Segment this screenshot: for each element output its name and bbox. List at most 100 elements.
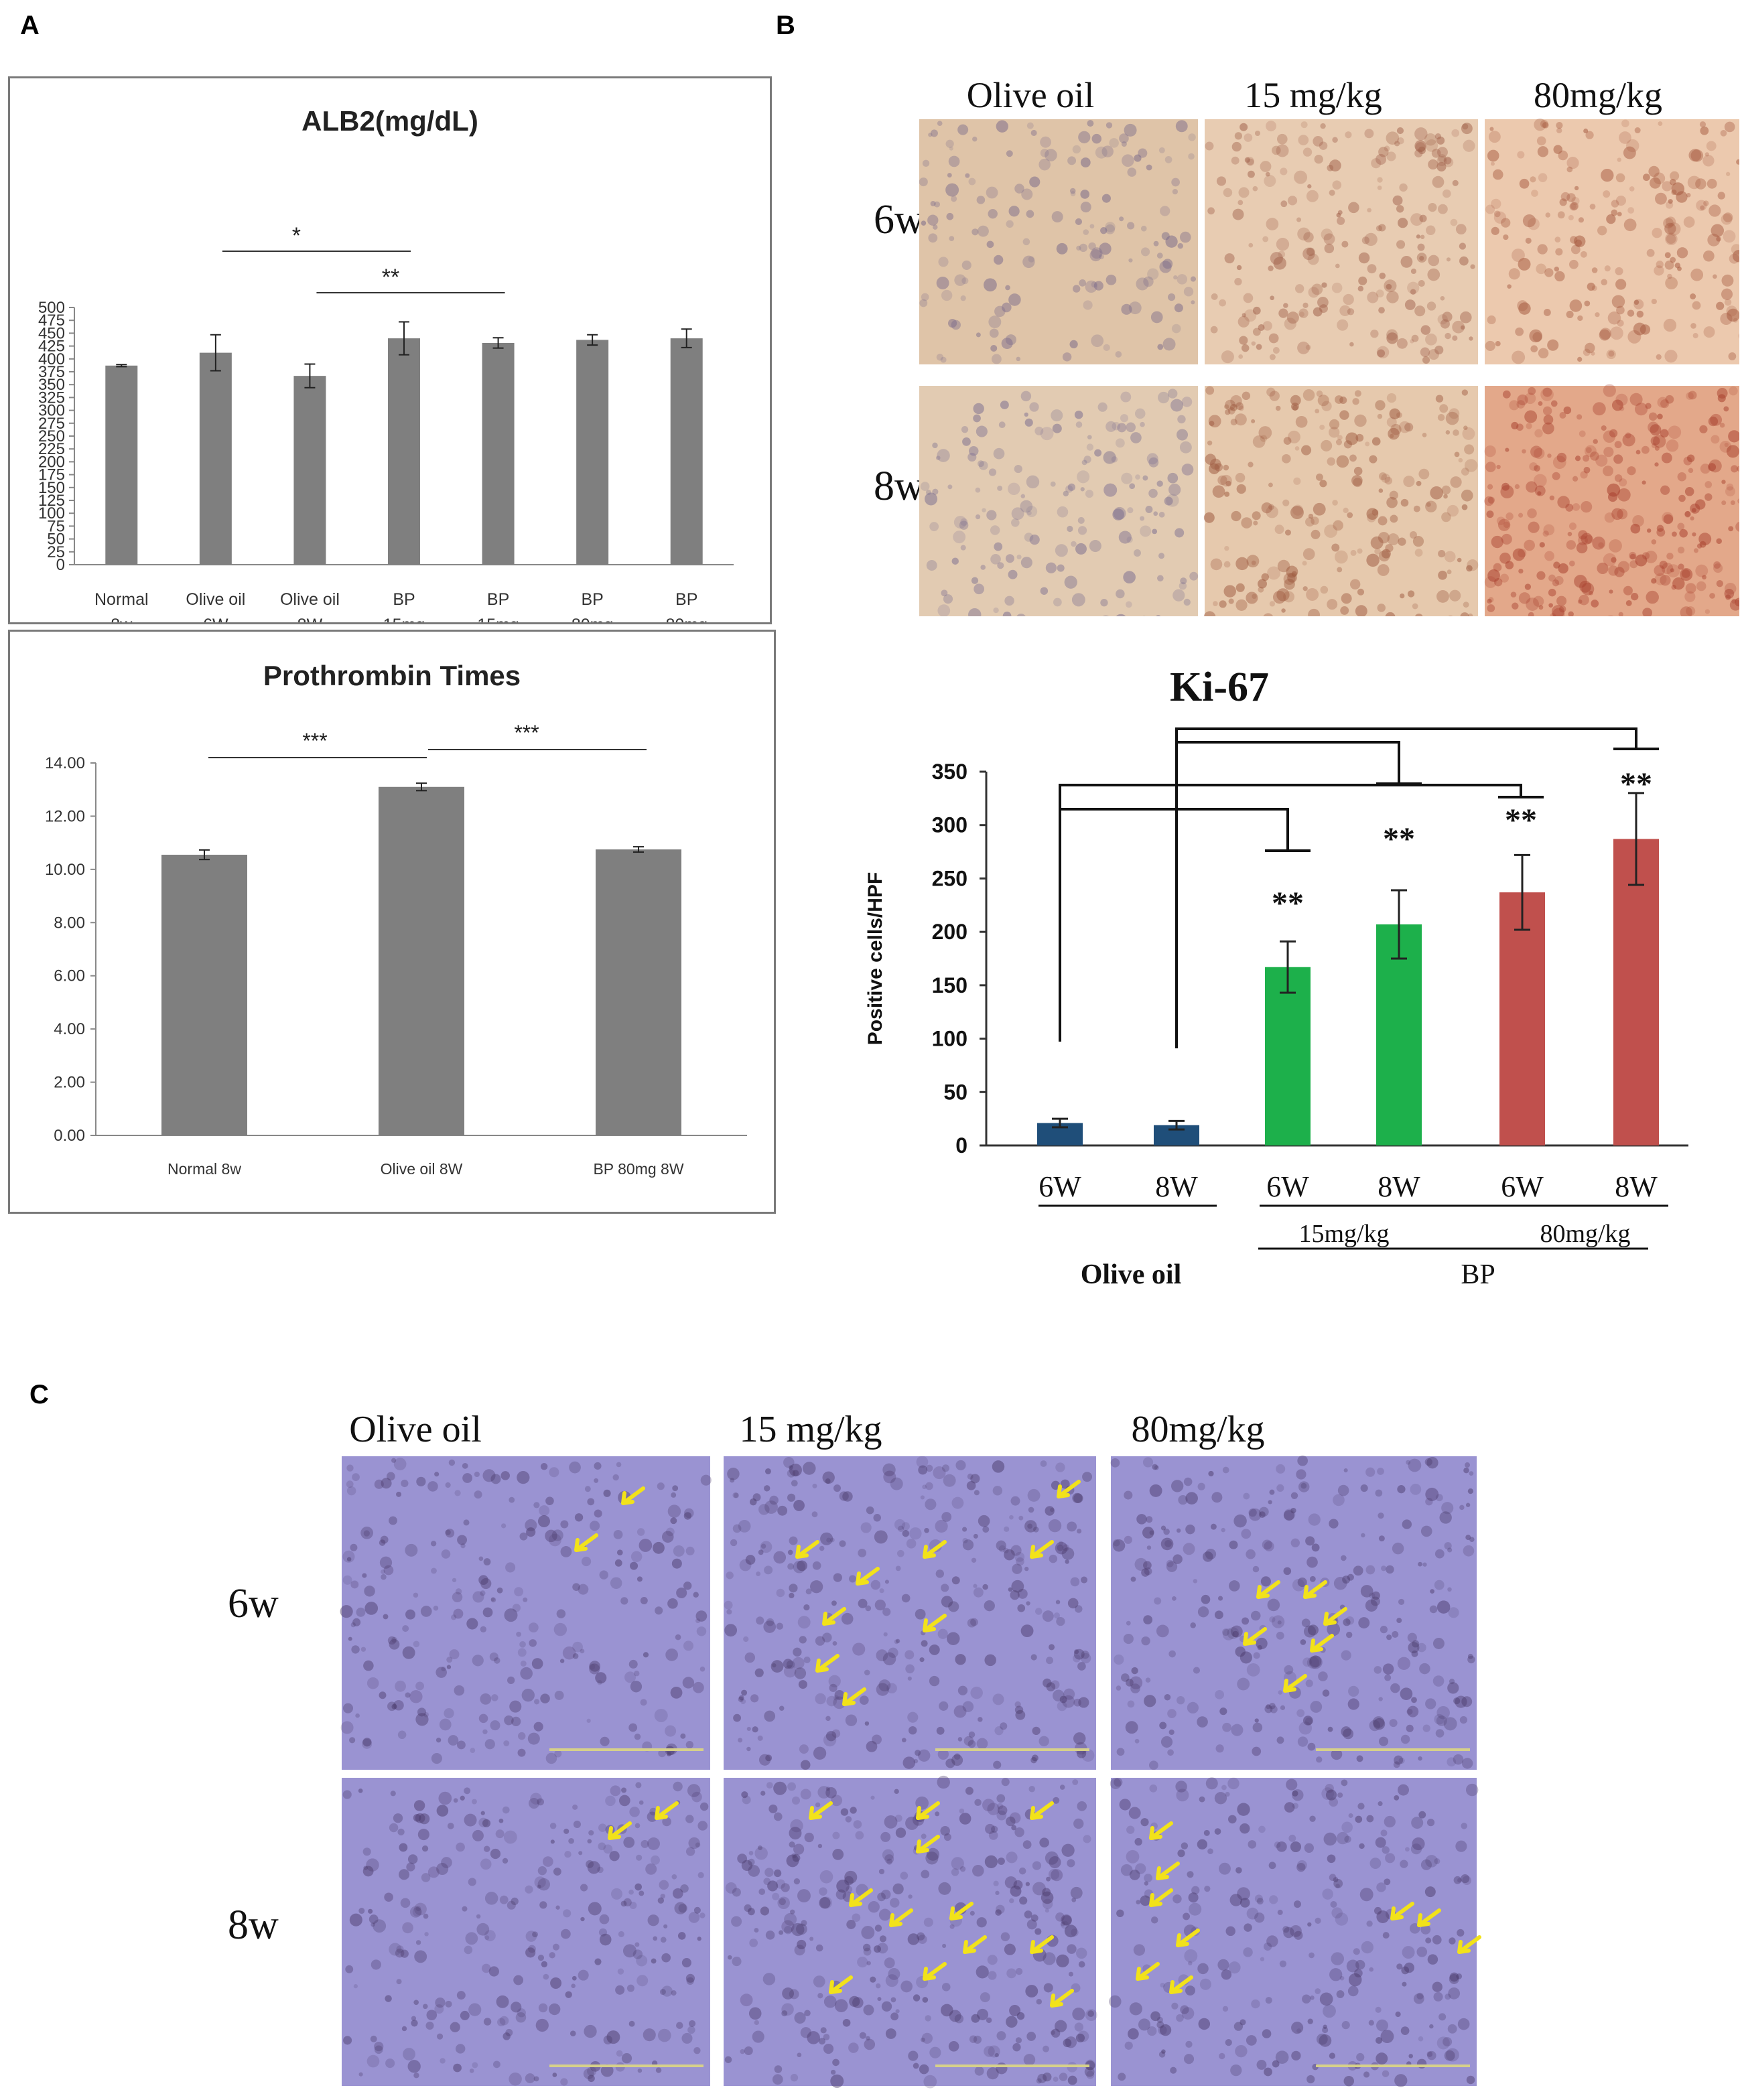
cell-nucleus: [1072, 145, 1081, 154]
cell-nucleus: [1396, 412, 1402, 419]
cell-nucleus: [769, 1495, 779, 1505]
cell-nucleus: [1086, 2071, 1095, 2079]
cell-nucleus: [1611, 295, 1625, 309]
cell-nucleus: [1238, 354, 1244, 359]
cell-nucleus: [352, 1473, 360, 1481]
cell-nucleus: [1240, 1651, 1252, 1664]
cell-nucleus: [1008, 293, 1021, 306]
cell-nucleus: [385, 2058, 395, 2069]
cell-nucleus: [482, 1469, 496, 1482]
cell-nucleus: [990, 1825, 998, 1833]
cell-nucleus: [1432, 1935, 1442, 1945]
cell-nucleus: [1307, 1624, 1319, 1636]
cell-nucleus: [1067, 1944, 1077, 1954]
cell-nucleus: [1122, 154, 1134, 167]
cell-nucleus: [1097, 402, 1108, 412]
cell-nucleus: [1552, 472, 1560, 480]
cell-nucleus: [881, 2001, 892, 2012]
cell-nucleus: [1386, 1634, 1392, 1640]
cell-nucleus: [654, 1708, 668, 1722]
cell-nucleus: [1057, 1701, 1067, 1711]
cell-nucleus: [800, 1760, 811, 1770]
cell-nucleus: [765, 1754, 773, 1762]
cell-nucleus: [875, 1983, 881, 1989]
cell-nucleus: [521, 1689, 535, 1702]
cell-nucleus: [1341, 2021, 1350, 2030]
cell-nucleus: [1283, 1567, 1292, 1576]
cell-nucleus: [1067, 2075, 1077, 2085]
cell-nucleus: [1385, 544, 1394, 553]
micrograph-tile: [724, 1456, 1096, 1770]
cell-nucleus: [737, 1853, 747, 1864]
cell-nucleus: [368, 1908, 373, 1914]
cell-nucleus: [1365, 1565, 1376, 1575]
cell-nucleus: [1283, 1510, 1294, 1521]
cell-nucleus: [992, 1486, 1003, 1496]
cell-nucleus: [1731, 599, 1737, 604]
cell-nucleus: [1290, 1538, 1300, 1547]
cell-nucleus: [1026, 2032, 1036, 2041]
cell-nucleus: [563, 1909, 572, 1918]
cell-nucleus: [1547, 339, 1559, 351]
cell-nucleus: [1708, 463, 1717, 472]
micrograph-tile: [1111, 1456, 1477, 1770]
cell-nucleus: [1666, 201, 1674, 209]
cell-nucleus: [748, 2007, 762, 2020]
cell-nucleus: [531, 1658, 543, 1669]
cell-nucleus: [460, 1543, 466, 1549]
cell-nucleus: [1067, 156, 1077, 165]
cell-nucleus: [1661, 452, 1672, 464]
cell-nucleus: [1502, 390, 1511, 399]
cell-nucleus: [846, 1920, 856, 1929]
cell-nucleus: [1074, 2022, 1084, 2032]
cell-nucleus: [1420, 234, 1425, 239]
cell-nucleus: [1713, 561, 1721, 569]
cell-nucleus: [1361, 1533, 1365, 1538]
cell-nucleus: [1300, 121, 1308, 129]
cell-nucleus: [930, 200, 936, 207]
cell-nucleus: [947, 173, 952, 178]
cell-nucleus: [1315, 1917, 1321, 1924]
cell-nucleus: [1341, 1650, 1351, 1661]
cell-nucleus: [1725, 486, 1735, 497]
cell-nucleus: [1358, 276, 1367, 285]
cell-nucleus: [992, 1460, 1005, 1473]
cell-nucleus: [351, 1645, 360, 1654]
cell-nucleus: [1263, 613, 1274, 616]
cell-nucleus: [962, 1527, 967, 1532]
cell-nucleus: [1183, 1912, 1191, 1920]
cell-nucleus: [1118, 2073, 1126, 2081]
cell-nucleus: [1633, 322, 1646, 336]
cell-nucleus: [794, 1667, 807, 1679]
cell-nucleus: [1129, 483, 1136, 490]
cell-nucleus: [1726, 445, 1739, 458]
cell-nucleus: [1017, 1588, 1028, 1599]
cell-nucleus: [1296, 1709, 1305, 1718]
cell-nucleus: [1370, 536, 1384, 549]
cell-nucleus: [1270, 1705, 1278, 1713]
cell-nucleus: [1569, 202, 1578, 211]
cell-nucleus: [1426, 2051, 1433, 2057]
cell-nucleus: [1080, 487, 1085, 492]
cell-nucleus: [845, 1816, 852, 1823]
cell-nucleus: [741, 1689, 748, 1696]
cell-nucleus: [1071, 1897, 1077, 1902]
cell-nucleus: [1585, 131, 1594, 139]
cell-nucleus: [1347, 512, 1353, 518]
cell-nucleus: [935, 456, 941, 460]
cell-nucleus: [1163, 1528, 1170, 1535]
cell-nucleus: [1217, 475, 1227, 486]
cell-nucleus: [484, 1739, 495, 1750]
cell-nucleus: [951, 1496, 964, 1509]
cell-nucleus: [511, 1716, 521, 1727]
cell-nucleus: [1116, 1909, 1124, 1917]
cell-nucleus: [1185, 1492, 1198, 1504]
cell-nucleus: [1223, 464, 1229, 471]
cell-nucleus: [1262, 2029, 1272, 2038]
cell-nucleus: [1284, 1802, 1295, 1813]
cell-nucleus: [965, 173, 970, 178]
cell-nucleus: [1386, 283, 1392, 290]
cell-nucleus: [1522, 214, 1536, 228]
cell-nucleus: [1224, 404, 1229, 409]
micrograph-tile: [919, 119, 1198, 364]
